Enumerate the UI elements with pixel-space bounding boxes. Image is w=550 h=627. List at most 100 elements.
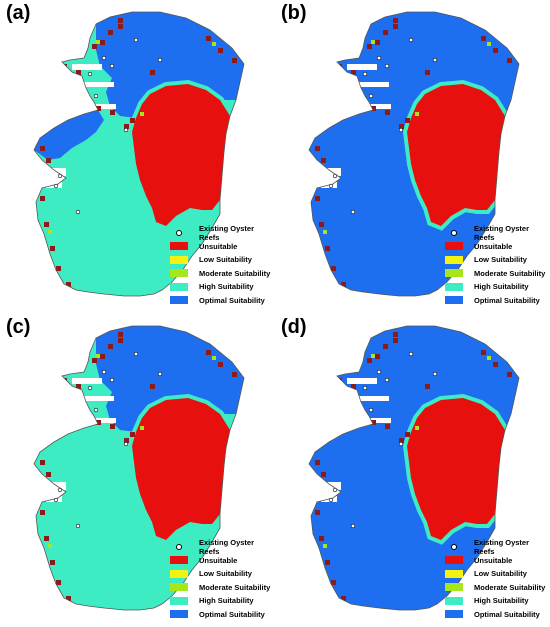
oyster-reef-marker: [133, 351, 139, 357]
region-unsuitable: [132, 84, 230, 226]
legend-swatch-moderate: [170, 269, 188, 278]
shoreline-cell: [493, 48, 498, 53]
shoreline-cell: [393, 338, 398, 343]
oyster-reef-marker: [109, 377, 115, 383]
oyster-reef-marker: [123, 127, 129, 133]
legend-swatch-optimal: [445, 610, 463, 619]
shoreline-cell: [84, 100, 89, 105]
map-fill-group: [34, 12, 244, 296]
shoreline-cell: [507, 58, 512, 63]
legend-swatch-moderate: [170, 583, 188, 592]
shoreline-cell: [507, 372, 512, 377]
oyster-reef-marker: [93, 93, 99, 99]
oyster-reef-marker: [133, 37, 139, 43]
legend-swatch-optimal: [445, 296, 463, 305]
shoreline-cell: [481, 350, 486, 355]
legend-label-reefs: Existing Oyster Reefs: [474, 223, 530, 242]
shoreline-cell: [50, 246, 55, 251]
oyster-reef-marker: [75, 523, 81, 529]
oyster-reef-marker: [408, 351, 414, 357]
shoreline-cell: [351, 384, 356, 389]
creek-inlet: [347, 64, 377, 70]
region-west-north: [309, 424, 379, 474]
legend-item-optimal: Optimal Suitability: [170, 608, 275, 622]
moderate-cell: [415, 426, 419, 430]
legend-label-moderate: Moderate Suitability: [199, 582, 271, 592]
moderate-cell: [323, 230, 327, 234]
legend-swatch-unsuitable: [445, 242, 463, 251]
shoreline-cell: [56, 580, 61, 585]
legend-item-reefs: Existing Oyster Reefs: [170, 224, 275, 242]
legend-item-reefs: Existing Oyster Reefs: [445, 223, 550, 242]
oyster-reef-marker: [432, 57, 438, 63]
shoreline-cell: [66, 282, 71, 287]
legend-a: Existing Oyster Reefs Unsuitable Low Suita…: [170, 224, 275, 307]
moderate-cell: [487, 42, 491, 46]
shoreline-cell: [367, 44, 372, 49]
shoreline-cell: [84, 414, 89, 419]
legend-swatch-optimal: [170, 296, 188, 305]
shoreline-cell: [321, 158, 326, 163]
panel-label-c: (c): [6, 316, 31, 338]
oyster-reef-marker: [398, 441, 404, 447]
oyster-reef-marker: [53, 497, 59, 503]
shoreline-cell: [206, 350, 211, 355]
legend-item-reefs: Existing Oyster Reefs: [445, 538, 550, 556]
legend-item-low: Low Suitability: [445, 253, 550, 267]
oyster-reef-marker: [157, 57, 163, 63]
moderate-cell: [487, 356, 491, 360]
oyster-reef-marker: [362, 71, 368, 77]
shoreline-cell: [118, 24, 123, 29]
shoreline-cell: [399, 438, 404, 443]
coastline-outline: [308, 325, 520, 611]
shoreline-cell: [393, 332, 398, 337]
shoreline-cell: [367, 358, 372, 363]
oyster-reef-marker: [332, 173, 338, 179]
oyster-reef-marker: [368, 93, 374, 99]
legend-b: Existing Oyster Reefs Unsuitable Low Suita…: [445, 223, 550, 307]
map-fill-group: [34, 326, 244, 610]
shoreline-cell: [315, 196, 320, 201]
shoreline-cell: [56, 266, 61, 271]
shoreline-cell: [375, 354, 380, 359]
legend-label-low: Low Suitability: [474, 569, 527, 579]
shoreline-cell: [76, 70, 81, 75]
oyster-reef-marker: [376, 369, 382, 375]
legend-item-moderate: Moderate Suitability: [170, 581, 275, 595]
legend-label-high: High Suitability: [199, 282, 254, 292]
legend-item-unsuitable: Unsuitable: [170, 554, 275, 568]
shoreline-cell: [124, 438, 129, 443]
shoreline-cell: [92, 358, 97, 363]
shoreline-cell: [130, 432, 135, 437]
moderate-cell: [96, 354, 100, 358]
legend-label-moderate: Moderate Suitability: [199, 268, 271, 278]
coastline-outline: [33, 325, 245, 611]
shoreline-cell: [493, 362, 498, 367]
shoreline-cell: [118, 338, 123, 343]
coastline-outline: [33, 11, 245, 297]
legend-label-optimal: Optimal Suitability: [474, 609, 540, 619]
legend-swatch-unsuitable: [170, 556, 188, 565]
creek-inlet: [319, 168, 341, 176]
moderate-cell: [96, 40, 100, 44]
creek-inlet: [319, 482, 341, 490]
legend-swatch-high: [445, 282, 463, 291]
legend-item-optimal: Optimal Suitability: [445, 608, 550, 622]
oyster-reef-marker: [368, 407, 374, 413]
legend-swatch-low: [170, 255, 188, 264]
shoreline-cell: [319, 536, 324, 541]
shoreline-cell: [232, 372, 237, 377]
shoreline-cell: [110, 110, 115, 115]
shoreline-cell: [124, 124, 129, 129]
moderate-cell: [140, 426, 144, 430]
map-panel-a: (a) Existing Oyster Reefs Unsuitable Low S…: [0, 0, 275, 313]
shoreline-cell: [375, 40, 380, 45]
shoreline-cell: [481, 36, 486, 41]
shoreline-cell: [425, 70, 430, 75]
oyster-reef-marker: [384, 63, 390, 69]
oyster-reef-marker: [398, 127, 404, 133]
legend-item-unsuitable: Unsuitable: [170, 240, 275, 254]
shoreline-cell: [359, 414, 364, 419]
creek-inlet: [355, 396, 389, 401]
legend-swatch-unsuitable: [170, 242, 188, 251]
